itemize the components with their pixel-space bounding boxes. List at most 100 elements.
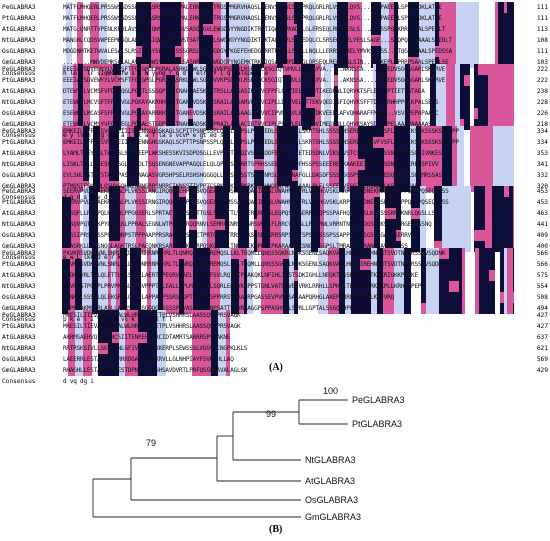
conservation-shading [439, 86, 446, 97]
conservation-shading [499, 148, 504, 159]
conservation-shading [73, 97, 78, 108]
conservation-shading [416, 170, 421, 181]
conservation-shading [337, 24, 348, 35]
conservation-shading [318, 270, 328, 281]
conservation-shading [170, 241, 173, 252]
conservation-shading [213, 119, 221, 130]
conservation-shading [427, 126, 435, 137]
conservation-shading [158, 248, 163, 259]
conservation-shading [221, 2, 226, 13]
conservation-shading [136, 13, 142, 24]
conservation-shading [436, 97, 439, 108]
conservation-shading [156, 230, 164, 241]
conservation-shading [157, 343, 166, 354]
conservation-shading [180, 137, 184, 148]
conservation-shading [213, 64, 221, 75]
conservation-shading [108, 303, 111, 314]
conservation-shading [274, 75, 277, 86]
conservation-shading [351, 281, 360, 292]
conservation-shading [148, 148, 158, 159]
conservation-shading [456, 46, 461, 57]
conservation-shading [281, 219, 290, 230]
conservation-shading [383, 292, 394, 303]
conservation-shading [89, 230, 98, 241]
residue-count: 334 [536, 139, 548, 146]
conservation-shading [193, 259, 199, 270]
conservation-shading [442, 148, 452, 159]
conservation-shading [257, 197, 262, 208]
sequence-residues: VYSQFLLRGSPQLHLPQLPPGGSERLSPRTAETGSPSPAT… [63, 210, 439, 217]
conservation-shading [507, 57, 511, 68]
conservation-shading [108, 270, 111, 281]
conservation-shading [75, 303, 82, 314]
conservation-shading [385, 230, 396, 241]
conservation-shading [166, 75, 175, 86]
conservation-shading [470, 170, 475, 181]
conservation-shading [108, 119, 113, 130]
conservation-shading [489, 259, 495, 270]
conservation-shading [498, 46, 504, 57]
conservation-shading [147, 310, 157, 321]
conservation-shading [195, 148, 204, 159]
conservation-shading [442, 137, 452, 148]
conservation-shading [158, 170, 169, 181]
conservation-shading [460, 86, 464, 97]
conservation-shading [511, 24, 514, 35]
conservation-shading [420, 230, 426, 241]
sequence-name: PeGLABRA3 [2, 188, 36, 195]
conservation-shading [353, 57, 362, 68]
conservation-shading [504, 270, 507, 281]
conservation-shading [430, 292, 439, 303]
conservation-shading [274, 97, 277, 108]
conservation-shading [108, 248, 111, 259]
conservation-shading [109, 137, 119, 148]
conservation-shading [360, 292, 371, 303]
conservation-shading [461, 35, 470, 46]
conservation-shading [158, 159, 169, 170]
conservation-shading [410, 137, 416, 148]
conservation-shading [426, 259, 430, 270]
conservation-shading [485, 126, 493, 137]
conservation-shading [264, 159, 274, 170]
conservation-shading [309, 2, 316, 13]
conservation-shading [329, 126, 339, 137]
conservation-shading [160, 46, 167, 57]
conservation-shading [83, 137, 89, 148]
conservation-shading [62, 281, 70, 292]
conservation-shading [301, 75, 306, 86]
conservation-shading [371, 303, 377, 314]
sequence-residues: PAVKRSVDKIVNLSNRLLLLAIDNRRNRMKRLTLQNRQLT… [63, 250, 446, 257]
conservation-shading [221, 86, 232, 97]
conservation-shading [75, 248, 82, 259]
conservation-shading [306, 64, 315, 75]
conservation-shading [339, 292, 345, 303]
conservation-shading [192, 332, 200, 343]
conservation-shading [195, 181, 204, 192]
conservation-shading [504, 24, 507, 35]
residue-count: 453 [536, 188, 548, 195]
conservation-shading [78, 108, 83, 119]
consensus-sequence: p k e l i y le e vl k r lr k f l [63, 316, 173, 323]
conservation-shading [136, 197, 146, 208]
conservation-shading [294, 248, 298, 259]
conservation-shading [169, 126, 180, 137]
conservation-shading [373, 126, 384, 137]
conservation-shading [311, 219, 320, 230]
conservation-shading [116, 270, 120, 281]
conservation-shading [504, 230, 509, 241]
conservation-shading [246, 197, 249, 208]
conservation-shading [274, 170, 277, 181]
conservation-shading [337, 46, 348, 57]
conservation-shading [334, 119, 338, 130]
conservation-shading [225, 208, 229, 219]
conservation-shading [311, 241, 320, 252]
conservation-shading [125, 208, 136, 219]
conservation-shading [225, 241, 229, 252]
conservation-shading [301, 197, 311, 208]
conservation-shading [354, 108, 359, 119]
conservation-shading [125, 365, 130, 376]
conservation-shading [294, 24, 297, 35]
conservation-shading [157, 365, 166, 376]
conservation-shading [213, 97, 221, 108]
conservation-shading [504, 219, 509, 230]
